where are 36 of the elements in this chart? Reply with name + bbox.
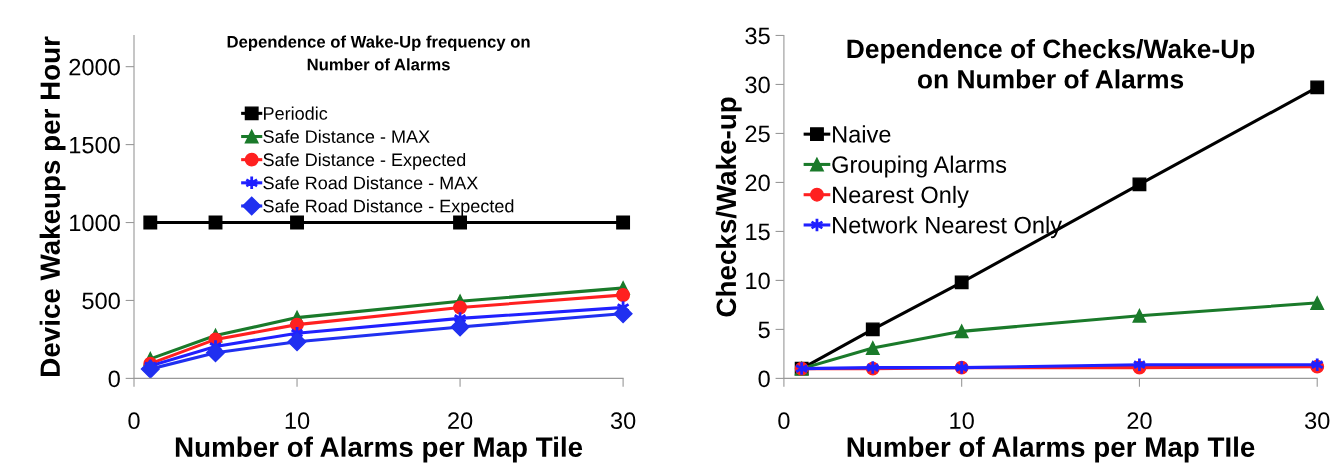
x-tick-label: 30: [610, 412, 636, 430]
y-tick-label: 5: [758, 321, 770, 339]
x-tick-label: 10: [950, 412, 974, 430]
y-tick-label: 2000: [69, 58, 120, 76]
x-tick-label: 20: [1127, 412, 1152, 430]
y-tick-label: 0: [758, 370, 770, 388]
x-tick-label: 20: [448, 412, 473, 430]
legend-label: Network Nearest Only: [833, 216, 1063, 239]
x-tick-label: 0: [128, 412, 140, 430]
x-tick-label: 30: [1304, 412, 1330, 430]
y-tick-label: 0: [108, 370, 120, 388]
y-tick-label: 35: [745, 27, 770, 45]
legend-label: Naive: [833, 125, 891, 143]
x-axis-title: Number of Alarms per Map TIle: [847, 436, 1255, 463]
text: Dependence of Wake-Up frequency on Number of Alarms: [227, 35, 530, 71]
y-tick-label: 1000: [70, 214, 120, 232]
legend-label: Safe Distance - Expected: [263, 152, 466, 170]
y-tick-label: 25: [745, 125, 770, 143]
legend-label: Periodic: [264, 106, 328, 120]
x-tick-label: 0: [778, 412, 790, 430]
y-tick-label: 500: [82, 292, 120, 310]
legend-label: Safe Road Distance - Expected: [263, 199, 514, 217]
legend-label: Nearest Only: [833, 185, 969, 208]
text: Dependence of Checks/Wake-Up on Number of Alarms: [847, 38, 1255, 89]
legend-label: Grouping Alarms: [832, 155, 1007, 178]
legend-label: Safe Road Distance - MAX: [263, 176, 478, 190]
y-tick-label: 20: [745, 174, 770, 192]
x-tick-label: 10: [285, 412, 310, 430]
y-tick-label: 30: [745, 76, 770, 94]
x-axis-title: Number of Alarms per Map Tile: [175, 436, 583, 463]
y-axis-title: Device Wakeups per Hour: [39, 36, 66, 376]
y-axis-title: Checks/Wake-up: [715, 97, 742, 317]
legend-label: Safe Distance - MAX: [263, 129, 430, 144]
y-tick-label: 10: [746, 272, 770, 290]
y-tick-label: 1500: [70, 136, 120, 154]
y-tick-label: 15: [746, 223, 770, 241]
